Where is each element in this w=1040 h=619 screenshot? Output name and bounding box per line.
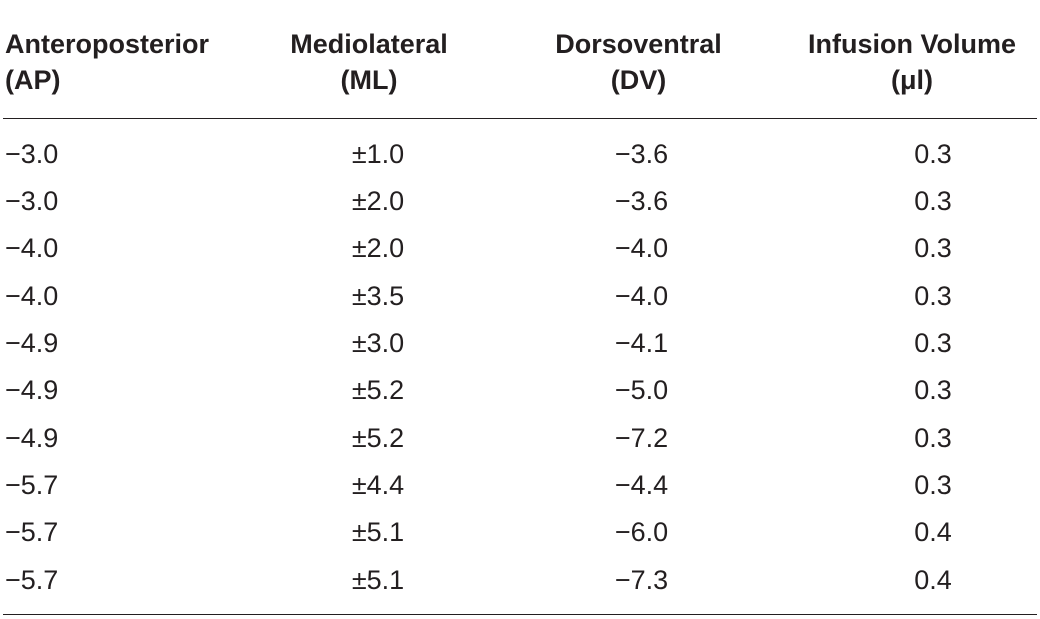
table-header: Anteroposterior (AP) Mediolateral (ML) D… bbox=[3, 22, 1037, 119]
dv-value: −4.4 bbox=[614, 469, 669, 500]
table-row: −4.0 ±2.0 −4.0 0.3 bbox=[3, 225, 1037, 272]
volume-value: 0.3 bbox=[914, 422, 952, 453]
ap-value: −4.9 bbox=[5, 328, 59, 359]
table-body: −3.0 ±1.0 −3.6 0.3 −3.0 ±2.0 −3.6 0.3 −4.0 ±2.0 −4… bbox=[3, 119, 1037, 614]
table-row: −5.7 ±5.1 −6.0 0.4 bbox=[3, 509, 1037, 556]
ml-value: ±2.0 bbox=[351, 186, 405, 217]
table-row: −4.9 ±3.0 −4.1 0.3 bbox=[3, 320, 1037, 367]
dv-value: −3.6 bbox=[614, 139, 669, 169]
ap-value: −3.0 bbox=[5, 186, 59, 217]
table-row: −4.0 ±3.5 −4.0 0.3 bbox=[3, 273, 1037, 320]
ml-value: ±3.5 bbox=[351, 280, 405, 311]
ap-value: −5.7 bbox=[5, 564, 59, 595]
dv-value: −5.0 bbox=[614, 375, 669, 406]
volume-value: 0.3 bbox=[914, 280, 952, 311]
ap-value: −5.7 bbox=[5, 517, 59, 548]
dv-value: −6.0 bbox=[614, 517, 669, 548]
header-mediolateral: Mediolateral (ML) bbox=[260, 22, 478, 119]
volume-value: 0.3 bbox=[914, 328, 952, 359]
header-dorsoventral: Dorsoventral (DV) bbox=[478, 22, 799, 119]
header-infusion-volume: Infusion Volume (μl) bbox=[799, 22, 1037, 119]
dv-value: −7.2 bbox=[614, 422, 669, 453]
ap-value: −4.9 bbox=[5, 422, 59, 453]
table-row: −3.0 ±2.0 −3.6 0.3 bbox=[3, 178, 1037, 225]
ml-value: ±5.1 bbox=[351, 564, 405, 595]
ap-value: −4.0 bbox=[5, 280, 59, 311]
volume-value: 0.3 bbox=[914, 233, 952, 264]
dv-value: −4.0 bbox=[614, 233, 669, 264]
ml-value: ±5.2 bbox=[351, 375, 405, 406]
table-row: −5.7 ±4.4 −4.4 0.3 bbox=[3, 462, 1037, 509]
dv-value: −7.3 bbox=[614, 564, 669, 595]
volume-value: 0.3 bbox=[914, 469, 952, 500]
ap-value: −4.9 bbox=[5, 375, 59, 406]
dv-value: −3.6 bbox=[614, 186, 669, 217]
dv-value: −4.1 bbox=[614, 328, 669, 359]
ml-value: ±5.1 bbox=[351, 517, 405, 548]
ap-value: −3.0 bbox=[5, 139, 59, 169]
header-anteroposterior: Anteroposterior (AP) bbox=[3, 22, 260, 119]
table-row: −4.9 ±5.2 −7.2 0.3 bbox=[3, 414, 1037, 461]
volume-value: 0.4 bbox=[914, 517, 952, 548]
volume-value: 0.4 bbox=[914, 564, 952, 595]
ap-value: −4.0 bbox=[5, 233, 59, 264]
ml-value: ±5.2 bbox=[351, 422, 405, 453]
ml-value: ±3.0 bbox=[351, 328, 405, 359]
ml-value: ±1.0 bbox=[351, 139, 405, 169]
dv-value: −4.0 bbox=[614, 280, 669, 311]
table-row: −5.7 ±5.1 −7.3 0.4 bbox=[3, 556, 1037, 613]
table-row: −4.9 ±5.2 −5.0 0.3 bbox=[3, 367, 1037, 414]
coordinates-table-container: Anteroposterior (AP) Mediolateral (ML) D… bbox=[3, 0, 1037, 615]
volume-value: 0.3 bbox=[914, 375, 952, 406]
ml-value: ±4.4 bbox=[351, 469, 405, 500]
coordinates-table: Anteroposterior (AP) Mediolateral (ML) D… bbox=[3, 22, 1037, 614]
volume-value: 0.3 bbox=[914, 186, 952, 217]
ml-value: ±2.0 bbox=[351, 233, 405, 264]
ap-value: −5.7 bbox=[5, 469, 59, 500]
table-row: −3.0 ±1.0 −3.6 0.3 bbox=[3, 119, 1037, 179]
header-row: Anteroposterior (AP) Mediolateral (ML) D… bbox=[3, 22, 1037, 119]
volume-value: 0.3 bbox=[914, 139, 952, 169]
bottom-rule bbox=[3, 613, 1037, 615]
